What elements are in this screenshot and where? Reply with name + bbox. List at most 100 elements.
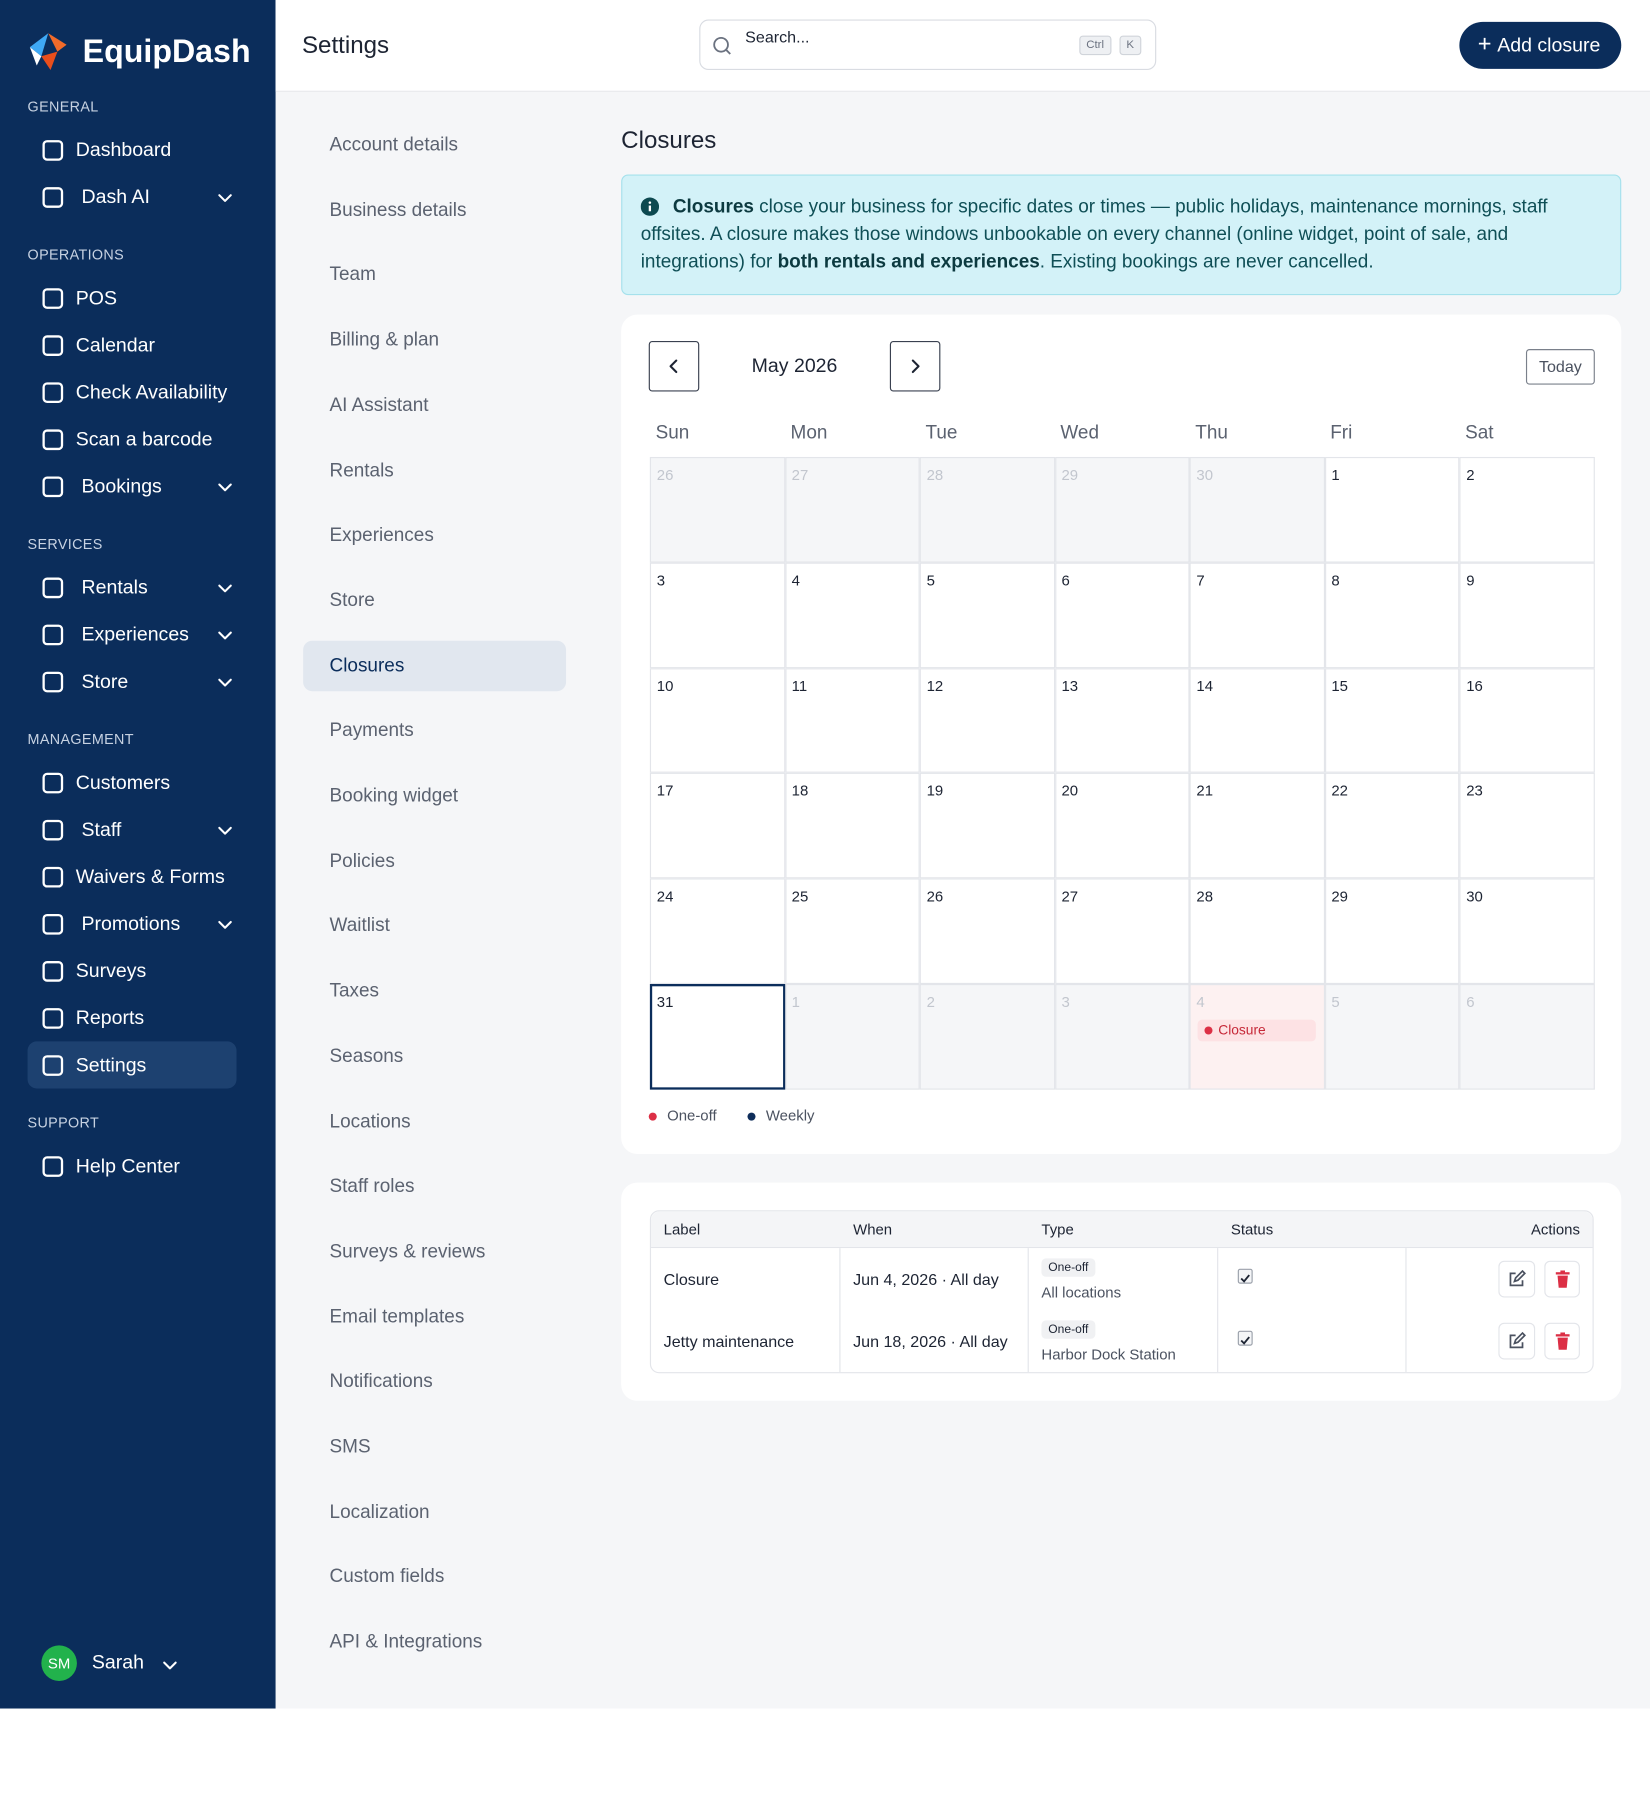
calendar-cell[interactable]: [1054, 984, 1190, 1090]
closure-chip[interactable]: [1197, 1019, 1316, 1042]
settings-nav-item[interactable]: Waitlist: [329, 915, 390, 937]
sidebar-expand[interactable]: [217, 580, 233, 596]
sidebar-item[interactable]: Promotions: [81, 912, 181, 935]
settings-nav-item[interactable]: Store: [329, 590, 375, 611]
calendar-cell[interactable]: [1324, 562, 1460, 668]
calendar-cell[interactable]: [1189, 562, 1325, 668]
settings-nav-item[interactable]: Taxes: [329, 980, 380, 1002]
delete-button[interactable]: [1544, 1260, 1580, 1298]
sidebar-item[interactable]: Scan a barcode: [75, 428, 213, 451]
calendar-cell[interactable]: [1459, 562, 1595, 668]
settings-nav-item[interactable]: Staff roles: [329, 1175, 415, 1197]
calendar-cell[interactable]: [1054, 667, 1190, 774]
sidebar-item[interactable]: Bookings: [81, 475, 162, 498]
calendar-cell[interactable]: [1459, 984, 1595, 1090]
sidebar-item[interactable]: Calendar: [75, 334, 156, 356]
settings-nav-item[interactable]: Localization: [329, 1501, 430, 1523]
calendar-cell[interactable]: [649, 773, 785, 879]
calendar-cell[interactable]: [1054, 773, 1190, 879]
status-checkbox[interactable]: [1237, 1268, 1253, 1284]
sidebar-item[interactable]: Store: [81, 670, 129, 693]
sidebar-item[interactable]: Dash AI: [81, 186, 150, 208]
calendar-cell[interactable]: [1459, 773, 1595, 879]
settings-nav-item[interactable]: Experiences: [329, 524, 434, 546]
calendar-cell[interactable]: [1189, 878, 1325, 984]
calendar-cell[interactable]: [919, 667, 1055, 774]
settings-nav-item[interactable]: Payments: [329, 720, 414, 741]
calendar-cell[interactable]: [1324, 456, 1460, 563]
calendar-cell[interactable]: [1324, 984, 1460, 1090]
edit-button[interactable]: [1498, 1260, 1536, 1298]
calendar-cell[interactable]: [649, 456, 785, 563]
calendar-cell[interactable]: [1459, 878, 1595, 984]
calendar-cell[interactable]: [784, 667, 920, 774]
calendar-cell[interactable]: [649, 562, 785, 668]
sidebar-item[interactable]: Waivers & Forms: [75, 865, 225, 888]
calendar-cell[interactable]: [784, 562, 920, 668]
settings-nav-item[interactable]: Surveys & reviews: [329, 1241, 486, 1262]
calendar-cell[interactable]: [1054, 562, 1190, 668]
calendar-cell[interactable]: [919, 878, 1055, 984]
sidebar-expand[interactable]: [217, 479, 233, 495]
calendar-cell[interactable]: [919, 456, 1055, 563]
calendar-cell[interactable]: [784, 878, 920, 984]
sidebar-item[interactable]: POS: [75, 287, 118, 309]
status-checkbox[interactable]: [1237, 1330, 1253, 1346]
calendar-cell[interactable]: [1459, 456, 1595, 563]
edit-button[interactable]: [1498, 1322, 1536, 1360]
calendar-cell[interactable]: [649, 667, 785, 774]
calendar-cell[interactable]: [1324, 878, 1460, 984]
sidebar-expand[interactable]: [217, 916, 233, 932]
calendar-cell[interactable]: [1054, 456, 1190, 563]
settings-nav-item[interactable]: Rentals: [329, 459, 394, 481]
sidebar-item[interactable]: Help Center: [75, 1155, 180, 1177]
sidebar-item[interactable]: Dashboard: [75, 138, 172, 161]
sidebar-item[interactable]: Experiences: [81, 623, 189, 646]
calendar-cell[interactable]: [649, 878, 785, 984]
settings-nav-item[interactable]: Policies: [329, 850, 395, 872]
sidebar-item[interactable]: Surveys: [75, 959, 147, 982]
settings-nav-item[interactable]: Closures: [329, 655, 405, 676]
sidebar-item[interactable]: Staff: [81, 818, 122, 841]
calendar-cell[interactable]: [919, 562, 1055, 668]
settings-nav-item[interactable]: Custom fields: [329, 1566, 445, 1588]
sidebar-expand[interactable]: [217, 627, 233, 643]
sidebar-item[interactable]: Customers: [75, 771, 171, 794]
calendar-cell[interactable]: [1189, 773, 1325, 879]
calendar-cell[interactable]: [649, 984, 785, 1090]
calendar-cell[interactable]: [919, 773, 1055, 879]
calendar-cell[interactable]: [1459, 667, 1595, 774]
settings-nav-item[interactable]: Business details: [329, 199, 467, 221]
calendar-cell[interactable]: [1324, 667, 1460, 774]
sidebar-item[interactable]: Rentals: [81, 576, 148, 599]
calendar-cell[interactable]: [784, 984, 920, 1090]
settings-nav-item[interactable]: Account details: [329, 134, 459, 156]
prev-month[interactable]: [648, 341, 700, 392]
calendar-cell[interactable]: [1054, 878, 1190, 984]
user-name[interactable]: Sarah: [91, 1651, 144, 1673]
settings-nav-item[interactable]: Locations: [329, 1110, 411, 1132]
sidebar-item[interactable]: Check Availability: [75, 381, 228, 404]
sidebar-item[interactable]: Settings: [75, 1054, 147, 1076]
settings-nav-item[interactable]: Email templates: [329, 1306, 465, 1327]
sidebar-expand[interactable]: [217, 189, 233, 205]
settings-nav-item[interactable]: AI Assistant: [329, 394, 429, 416]
calendar-cell[interactable]: [784, 456, 920, 563]
settings-nav-item[interactable]: Booking widget: [329, 785, 459, 807]
delete-button[interactable]: [1544, 1322, 1580, 1360]
calendar-cell[interactable]: [1324, 773, 1460, 879]
settings-nav-item[interactable]: Notifications: [329, 1371, 433, 1392]
settings-nav-item[interactable]: SMS: [329, 1436, 371, 1458]
add-button[interactable]: [1459, 21, 1622, 69]
user-menu[interactable]: [162, 1657, 178, 1673]
sidebar-expand[interactable]: [217, 674, 233, 690]
calendar-cell[interactable]: [1189, 667, 1325, 774]
settings-nav-item[interactable]: Seasons: [329, 1045, 404, 1067]
calendar-cell[interactable]: [919, 984, 1055, 1090]
calendar-cell[interactable]: [784, 773, 920, 879]
settings-nav-item[interactable]: Billing & plan: [329, 329, 440, 351]
settings-nav-item[interactable]: API & Integrations: [329, 1631, 483, 1653]
today-button[interactable]: Today: [1525, 349, 1595, 385]
calendar-cell[interactable]: [1189, 456, 1325, 563]
settings-nav-item[interactable]: Team: [329, 264, 376, 286]
